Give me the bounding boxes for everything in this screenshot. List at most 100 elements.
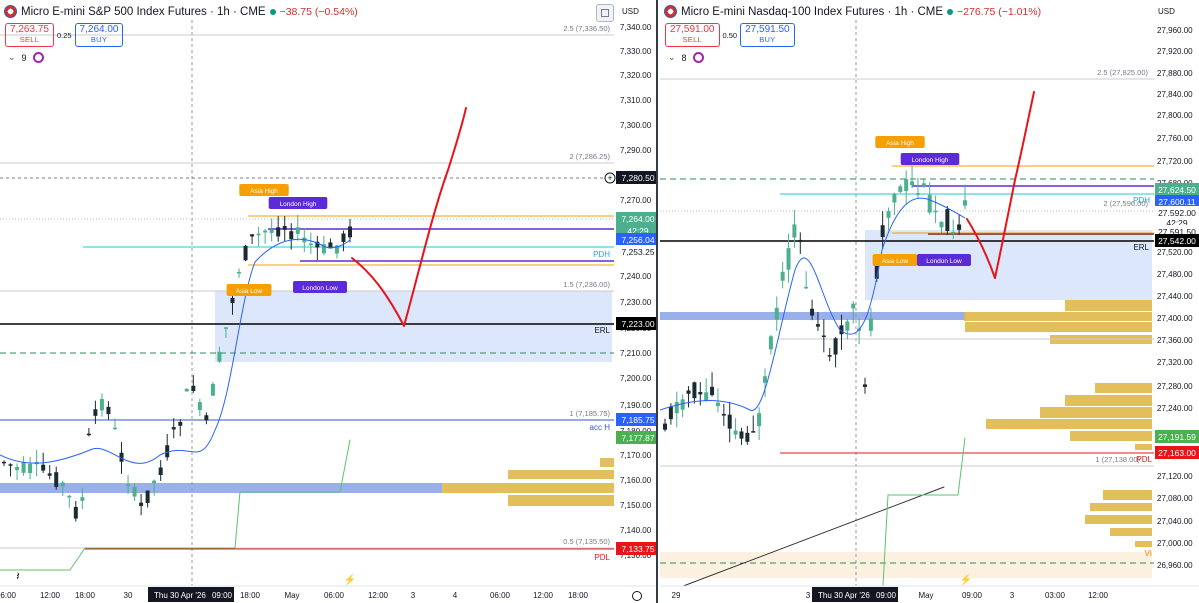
time-tick: 12:00 xyxy=(40,591,61,600)
price-candle xyxy=(184,389,189,392)
volume-profile-bar xyxy=(986,419,1152,429)
indicator-line xyxy=(789,437,966,603)
price-candle xyxy=(263,230,268,233)
price-candle xyxy=(739,431,744,439)
add-alert-icon[interactable] xyxy=(604,172,616,184)
time-tick: 4 xyxy=(453,591,458,600)
price-candle xyxy=(126,484,131,487)
volume-profile-bar xyxy=(1085,515,1152,524)
left-price-change: −38.75 (−0.54%) xyxy=(279,5,358,18)
london-low-pill-bg xyxy=(917,254,971,266)
price-candle xyxy=(210,383,215,396)
indicator-price-tag-bg xyxy=(616,431,656,444)
london-high-pill: London High xyxy=(280,201,317,208)
indicator-settings-icon[interactable] xyxy=(32,52,44,63)
price-candle xyxy=(191,385,196,392)
nq100-chart-canvas[interactable]: 2.5 (27,825.00) 2 (27,596.00) 1 (27,138.00… xyxy=(660,0,1199,603)
settings-gear-icon[interactable] xyxy=(632,591,642,601)
right-chart-pane[interactable]: 2.5 (27,825.00) 2 (27,596.00) 1 (27,138.00… xyxy=(660,0,1199,603)
price-candle xyxy=(308,243,313,246)
sp500-chart-canvas[interactable]: 2.5 (7,336.50) 2 (7,286.25) 1.5 (7,236.00)… xyxy=(0,0,658,603)
acc-high-price-tag-bg xyxy=(616,413,656,426)
price-candle xyxy=(171,427,176,430)
fib-label: 1.5 (7,236.00) xyxy=(563,280,610,289)
price-axis-tick: 27,760.00 xyxy=(1157,134,1193,143)
price-axis-tick: 7,310.00 xyxy=(620,96,652,105)
price-axis-tick: 27,400.00 xyxy=(1157,314,1193,323)
price-candle xyxy=(106,406,111,415)
price-candle xyxy=(230,297,235,304)
fib-label: 2.5 (7,336.50) xyxy=(563,24,610,33)
price-candle xyxy=(851,303,856,309)
left-symbol-title[interactable]: Micro E-mini S&P 500 Index Futures · 1h … xyxy=(21,5,266,18)
price-axis-tick: 7,160.00 xyxy=(620,476,652,485)
asia-high-pill: Asia High xyxy=(886,140,914,147)
right-spread: 0.50 xyxy=(722,30,738,40)
price-candle xyxy=(757,413,762,427)
time-tick: May xyxy=(284,591,299,600)
us-flag-icon xyxy=(664,5,677,18)
price-candle xyxy=(833,338,838,355)
last-price-tag-bg xyxy=(1155,206,1199,219)
price-candle xyxy=(898,186,903,192)
price-candle xyxy=(880,225,885,238)
price-candle xyxy=(295,227,300,234)
price-candle xyxy=(8,464,13,466)
lightning-icon[interactable]: ⚡ xyxy=(960,573,972,586)
right-sell-button[interactable]: 27,591.00 SELL xyxy=(665,23,720,47)
price-candle xyxy=(727,414,732,429)
time-tick: 3 xyxy=(806,591,811,600)
right-indicator-count: 8 xyxy=(681,52,687,63)
london-high-pill: London High xyxy=(912,157,949,164)
maximize-pane-button[interactable] xyxy=(596,4,614,22)
left-buy-button[interactable]: 7,264.00 BUY xyxy=(74,23,124,47)
lightning-icon[interactable]: ⚡ xyxy=(344,573,356,586)
indicator-settings-icon[interactable] xyxy=(692,52,704,63)
crosshair-price-tag: 7,280.50 xyxy=(621,173,654,183)
price-candle xyxy=(686,390,691,394)
price-axis-tick: 7,130.00 xyxy=(620,551,652,560)
price-candle xyxy=(269,229,274,233)
left-sell-button[interactable]: 7,263.75 SELL xyxy=(5,23,54,47)
price-axis-tick: 26,960.00 xyxy=(1157,561,1193,570)
right-indicators-toggle[interactable]: ⌄ 8 xyxy=(668,52,704,63)
price-candle xyxy=(348,226,352,238)
price-axis-tick: 27,720.00 xyxy=(1157,157,1193,166)
time-tick: 06:00 xyxy=(0,591,17,600)
time-tick: 18:00 xyxy=(568,591,589,600)
price-candle xyxy=(668,406,673,420)
price-candle xyxy=(237,271,242,274)
price-candle xyxy=(86,433,91,436)
fib-label: 0.5 (7,135.50) xyxy=(563,537,610,546)
volume-profile-bar xyxy=(1040,407,1152,418)
chevron-down-icon[interactable]: ⌄ xyxy=(668,52,676,62)
right-buy-button[interactable]: 27,591.50 BUY xyxy=(740,23,795,47)
price-candle xyxy=(704,392,709,402)
currency-label: USD xyxy=(1158,7,1175,16)
market-open-icon xyxy=(947,8,954,15)
time-tick: 3 xyxy=(411,591,416,600)
tv-logo-icon: 𝄽 xyxy=(16,569,20,583)
right-price-change: −276.75 (−1.01%) xyxy=(957,5,1042,18)
price-axis-tick: 27,480.00 xyxy=(1157,270,1193,279)
right-symbol-title[interactable]: Micro E-mini Nasdaq-100 Index Futures · … xyxy=(681,5,944,18)
left-indicators-toggle[interactable]: ⌄ 9 xyxy=(8,52,44,63)
asia-low-pill: Asia Low xyxy=(882,258,909,265)
moving-average-line xyxy=(0,238,351,464)
volume-profile-bar xyxy=(1135,444,1152,450)
indicator-price-tag: 7,177.87 xyxy=(621,433,654,443)
volume-profile-bar xyxy=(600,458,614,467)
acc-high-price-tag: 7,185.75 xyxy=(621,415,654,425)
currency-label: USD xyxy=(622,7,639,16)
price-axis-tick: 27,240.00 xyxy=(1157,404,1193,413)
asia-low-pill-bg xyxy=(226,284,272,296)
price-axis xyxy=(1154,0,1199,603)
price-candle xyxy=(21,462,26,473)
asia-high-pill-bg xyxy=(875,136,925,148)
fib-label: 1 (27,138.00) xyxy=(1095,455,1140,464)
high-price-tag-bg xyxy=(1155,183,1199,196)
left-chart-pane[interactable]: 2.5 (7,336.50) 2 (7,286.25) 1.5 (7,236.00)… xyxy=(0,0,658,603)
price-candle xyxy=(945,209,950,231)
chevron-down-icon[interactable]: ⌄ xyxy=(8,52,16,62)
price-candle xyxy=(780,271,785,281)
